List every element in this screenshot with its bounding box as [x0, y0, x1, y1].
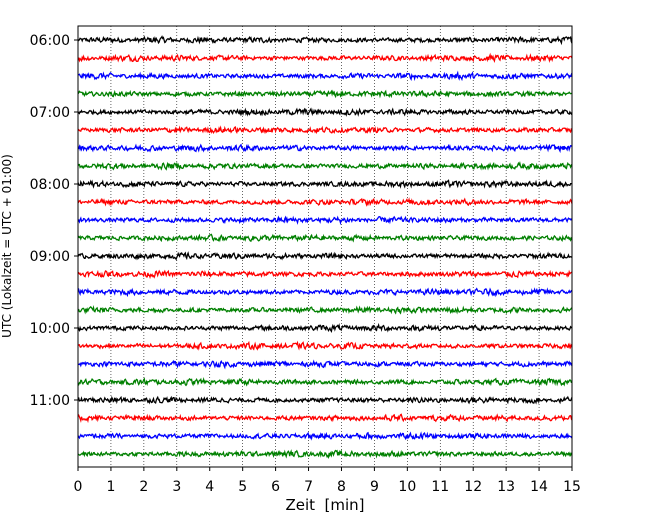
x-tick-label: 15 — [563, 479, 581, 495]
seismic-trace — [77, 107, 573, 117]
x-tick-label: 13 — [497, 479, 515, 495]
x-tick-label: 10 — [398, 479, 416, 495]
x-tick-label: 14 — [530, 479, 548, 495]
x-tick-label: 11 — [431, 479, 449, 495]
seismic-trace — [77, 376, 573, 387]
seismic-trace — [77, 395, 573, 405]
seismic-trace — [77, 305, 573, 315]
y-tick-label: 11:00 — [30, 393, 70, 409]
x-tick-label: 9 — [370, 479, 379, 495]
seismic-trace — [77, 322, 573, 333]
y-tick-label: 09:00 — [30, 249, 70, 265]
x-tick-label: 4 — [205, 479, 214, 495]
seismic-trace — [77, 233, 573, 243]
x-axis-label: Zeit [min] — [285, 496, 364, 514]
x-tick-label: 7 — [304, 479, 313, 495]
seismic-trace — [77, 287, 573, 298]
seismic-trace — [77, 143, 573, 154]
seismic-trace — [77, 269, 573, 280]
seismic-trace — [77, 35, 573, 46]
y-tick-label: 06:00 — [30, 33, 70, 49]
x-tick-label: 0 — [74, 479, 83, 495]
x-tick-label: 5 — [238, 479, 247, 495]
x-tick-label: 3 — [172, 479, 181, 495]
x-tick-label: 6 — [271, 479, 280, 495]
seismic-trace — [77, 197, 573, 207]
y-tick-label: 10:00 — [30, 321, 70, 337]
seismic-trace — [77, 340, 573, 351]
seismic-trace — [77, 413, 573, 424]
seismic-trace — [77, 215, 573, 226]
y-tick-label: 08:00 — [30, 177, 70, 193]
x-axis-ticks: 0 1 2 3 4 5 6 7 8 9 10 11 12 13 14 15 — [74, 467, 581, 495]
y-axis-ticks: 06:00 07:00 08:00 09:00 10:00 11:00 — [30, 33, 78, 409]
seismic-trace — [77, 449, 573, 460]
plot-frame — [77, 25, 573, 468]
x-tick-label: 8 — [337, 479, 346, 495]
seismic-trace — [77, 179, 573, 189]
x-tick-label: 12 — [464, 479, 482, 495]
seismic-trace — [77, 70, 573, 82]
seismic-trace — [77, 161, 573, 171]
x-tick-label: 2 — [139, 479, 148, 495]
seismic-trace — [77, 125, 573, 135]
x-tick-label: 1 — [106, 479, 115, 495]
seismic-traces — [77, 35, 573, 460]
seismic-trace — [78, 52, 573, 64]
seismic-trace — [77, 431, 573, 441]
seismic-trace — [77, 89, 573, 99]
seismic-trace — [77, 251, 573, 261]
y-tick-label: 07:00 — [30, 105, 70, 121]
y-axis-label: UTC (Lokalzeit = UTC + 01:00) — [0, 154, 14, 338]
seismic-trace — [77, 359, 573, 370]
